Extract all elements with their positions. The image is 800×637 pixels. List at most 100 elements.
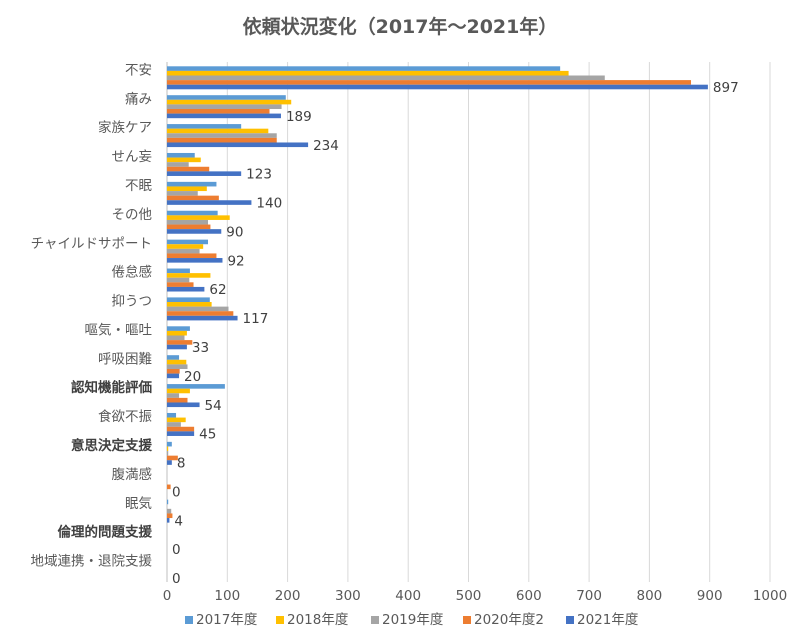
bar — [167, 171, 242, 176]
bar — [167, 195, 219, 201]
bar — [167, 417, 186, 423]
bar — [167, 104, 282, 109]
data-label: 90 — [226, 224, 243, 240]
bar — [167, 200, 252, 205]
bar — [167, 393, 180, 398]
bar — [167, 451, 169, 456]
legend-swatch — [276, 616, 284, 624]
bar — [167, 142, 309, 148]
x-tick-label: 400 — [395, 588, 421, 604]
bar — [167, 422, 181, 427]
legend-swatch — [566, 616, 574, 624]
bar — [167, 215, 230, 220]
bar — [167, 229, 222, 234]
data-label: 54 — [205, 398, 222, 414]
category-label: 倫理的問題支援 — [58, 524, 153, 541]
x-tick-label: 800 — [637, 588, 663, 604]
bar — [167, 166, 210, 172]
bar — [167, 239, 209, 245]
bars — [167, 66, 708, 523]
bar — [167, 186, 207, 192]
bar — [167, 70, 569, 76]
bar — [167, 388, 190, 394]
category-label: 食欲不振 — [98, 408, 152, 425]
data-label: 0 — [172, 571, 181, 587]
x-tick-label: 500 — [456, 588, 482, 604]
bar — [167, 273, 211, 278]
legend-label: 2018年度 — [287, 612, 348, 628]
bar — [167, 133, 277, 138]
bar — [167, 297, 210, 303]
bar — [167, 368, 180, 374]
bar — [167, 258, 223, 263]
bar — [167, 108, 270, 114]
bar — [167, 355, 180, 360]
bar — [167, 340, 193, 345]
legend: 2017年度 2018年度 2019年度 2020年度2 2021年度 — [185, 612, 638, 628]
category-label: 地域連携・退院支援 — [31, 554, 153, 570]
x-tick-label: 700 — [576, 588, 602, 604]
bar — [167, 113, 281, 119]
category-label: 認知機能評価 — [71, 379, 152, 396]
legend-label: 2019年度 — [382, 612, 443, 628]
bar — [167, 191, 198, 196]
legend-swatch — [185, 616, 193, 624]
bar — [167, 426, 195, 432]
category-label: 家族ケア — [98, 119, 152, 136]
bar — [167, 137, 277, 143]
bar — [167, 152, 195, 158]
bar — [167, 335, 185, 341]
bar — [167, 359, 187, 365]
chart-title: 依頼状況変化（2017年～2021年） — [243, 15, 558, 38]
x-tick-label: 300 — [335, 588, 361, 604]
bar — [167, 268, 190, 274]
bar — [167, 302, 212, 307]
bar — [167, 315, 238, 321]
category-label: 倦怠感 — [112, 264, 153, 281]
category-label: せん妄 — [112, 149, 153, 165]
category-label: 不眠 — [125, 178, 152, 194]
bar — [167, 508, 172, 514]
data-label: 897 — [713, 80, 739, 96]
bar — [167, 277, 190, 283]
bar — [167, 446, 169, 452]
category-label: 眠気 — [125, 496, 152, 512]
bar — [167, 499, 169, 505]
data-label: 0 — [172, 484, 181, 500]
data-label: 0 — [172, 542, 181, 558]
legend-label: 2020年度2 — [474, 612, 544, 628]
bar — [167, 282, 194, 287]
bar — [167, 364, 188, 369]
category-label: 嘔気・嘔吐 — [85, 322, 153, 338]
bar — [167, 95, 286, 100]
bar — [167, 330, 187, 336]
bar — [167, 397, 188, 403]
bar — [167, 441, 172, 447]
data-label: 92 — [227, 253, 244, 269]
x-tick-label: 600 — [516, 588, 542, 604]
legend-swatch — [463, 616, 471, 624]
data-label: 117 — [243, 311, 269, 327]
legend-label: 2021年度 — [577, 612, 638, 628]
data-label: 140 — [256, 196, 282, 212]
bar — [167, 80, 692, 85]
bar — [167, 253, 217, 259]
bar — [167, 513, 173, 519]
bar — [167, 128, 269, 134]
bar — [167, 181, 217, 187]
category-label: 呼吸困難 — [98, 351, 152, 367]
bar — [167, 124, 242, 129]
data-label: 4 — [174, 513, 183, 529]
bar — [167, 248, 200, 254]
bar — [167, 326, 190, 331]
bar — [167, 219, 209, 225]
bar — [167, 224, 211, 230]
category-label: 意思決定支援 — [71, 437, 152, 454]
data-label: 123 — [246, 167, 272, 183]
bar — [167, 66, 561, 71]
x-tick-label: 200 — [275, 588, 301, 604]
bar — [167, 431, 195, 436]
x-tick-label: 0 — [163, 588, 172, 604]
category-label: その他 — [112, 207, 153, 223]
